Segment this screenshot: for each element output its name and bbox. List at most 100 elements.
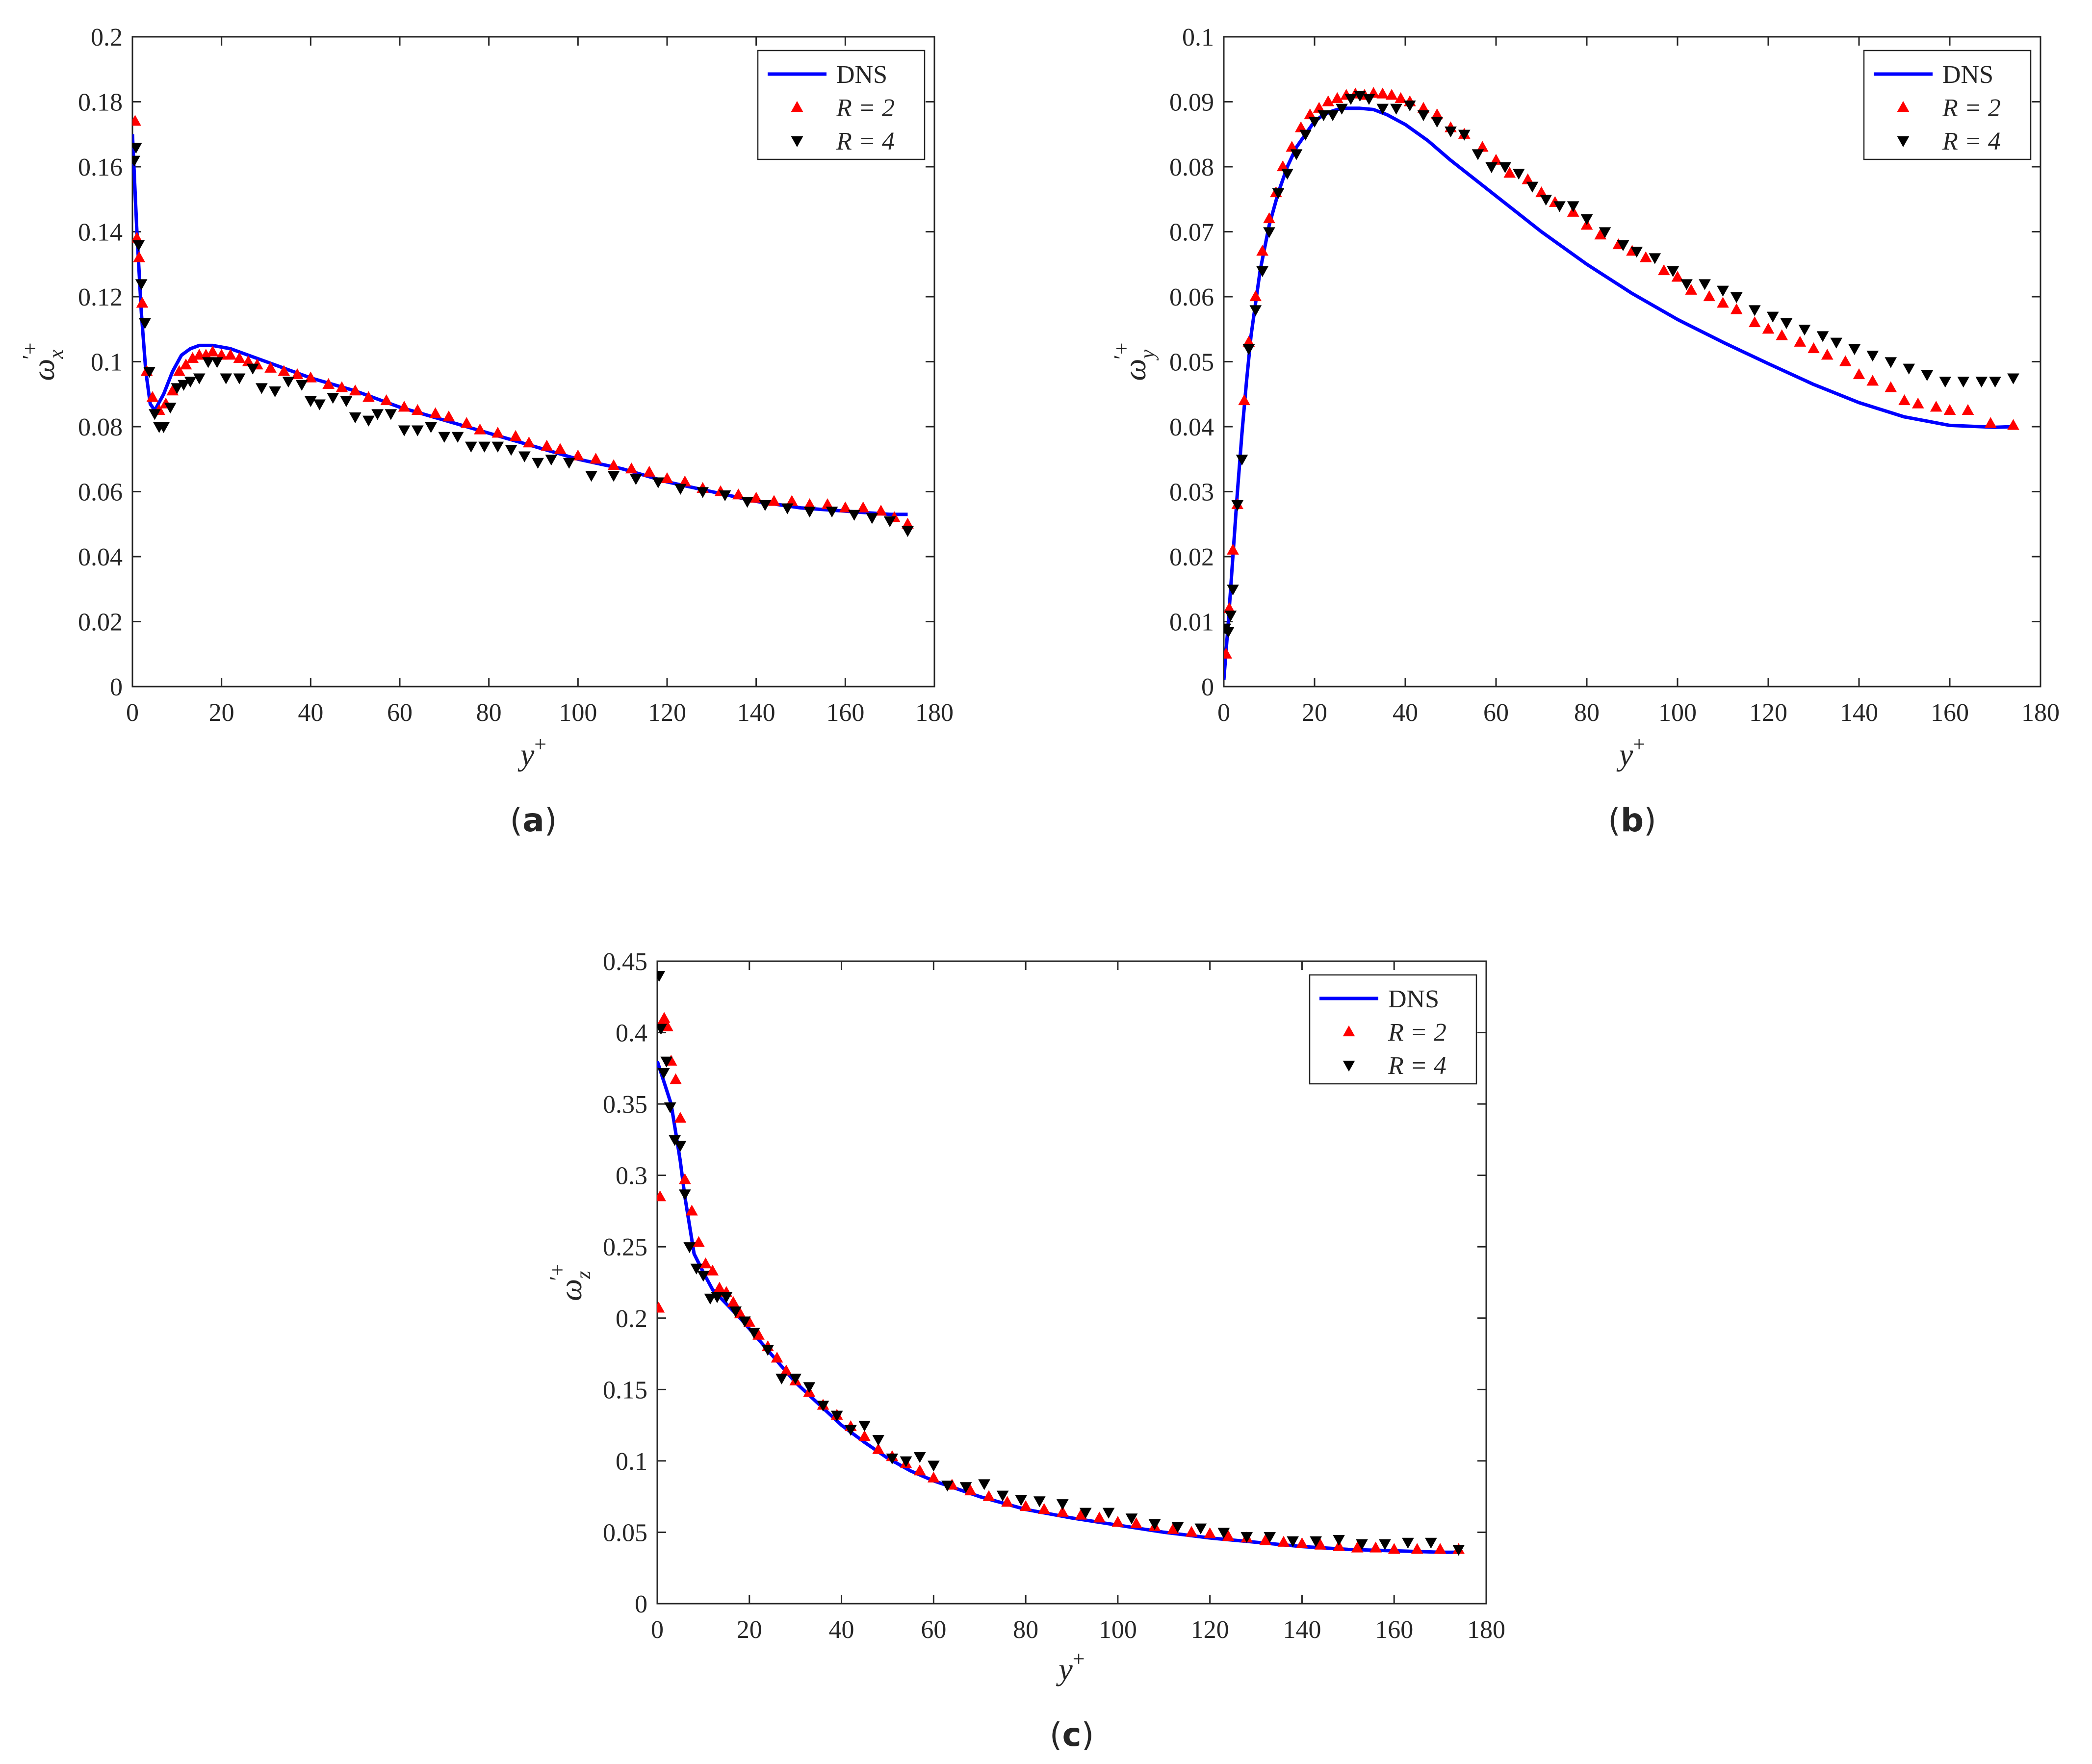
- marker-r2: [658, 1012, 671, 1023]
- x-tick-label: 40: [829, 1616, 854, 1644]
- y-tick-label: 0.06: [1169, 283, 1214, 311]
- marker-r2: [752, 1329, 765, 1340]
- marker-r2: [1222, 1530, 1235, 1541]
- marker-r4: [830, 1410, 843, 1422]
- y-tick-label: 0.35: [603, 1091, 647, 1119]
- marker-r4: [1310, 1536, 1322, 1547]
- marker-r4: [1240, 1532, 1253, 1543]
- marker-r2: [1224, 602, 1236, 614]
- marker-r4: [256, 383, 268, 394]
- marker-r2: [136, 297, 149, 308]
- y-axis-label: ωz′+: [545, 1264, 595, 1301]
- marker-r4: [1417, 110, 1430, 121]
- marker-r4: [657, 1068, 670, 1079]
- marker-r4: [848, 510, 860, 521]
- marker-r2: [411, 404, 424, 415]
- marker-r4: [1231, 500, 1244, 511]
- marker-r4: [1249, 305, 1262, 316]
- marker-r4: [660, 1056, 673, 1068]
- x-tick-label: 0: [1217, 699, 1230, 727]
- x-tick-label: 140: [1283, 1616, 1321, 1644]
- y-tick-label: 0.3: [616, 1162, 647, 1190]
- marker-r2: [1376, 87, 1389, 99]
- marker-r4: [411, 425, 424, 436]
- marker-r4: [900, 1456, 912, 1467]
- data-layer: [1224, 87, 2019, 681]
- panel-caption: (b): [1608, 801, 1656, 839]
- y-tick-label: 0.1: [616, 1448, 647, 1476]
- marker-r4: [1975, 377, 1988, 388]
- marker-r4: [664, 1102, 676, 1113]
- y-axis-label-sub: x: [45, 349, 68, 359]
- marker-r4: [690, 1263, 703, 1275]
- marker-r2: [1930, 401, 1942, 412]
- x-tick-label: 100: [559, 699, 597, 727]
- marker-r4: [826, 507, 838, 518]
- marker-r4: [704, 1293, 717, 1305]
- marker-r2: [821, 498, 834, 510]
- legend-swatch-r2: [791, 101, 803, 112]
- x-tick-label: 20: [209, 699, 234, 727]
- marker-r4: [1540, 195, 1552, 206]
- marker-r2: [982, 1490, 995, 1501]
- marker-r2: [785, 495, 798, 506]
- marker-r2: [146, 391, 159, 402]
- marker-r4: [1217, 1528, 1230, 1539]
- y-axis-label-sub: y: [1136, 349, 1159, 360]
- x-tick-label: 60: [387, 699, 413, 727]
- marker-r2: [678, 1173, 691, 1184]
- marker-r2: [657, 1190, 666, 1202]
- marker-r4: [1472, 149, 1484, 160]
- marker-r4: [1445, 127, 1457, 138]
- caption-letter: c: [1062, 1716, 1081, 1754]
- marker-r2: [1388, 1543, 1400, 1554]
- caption-letter: b: [1621, 801, 1644, 839]
- legend-label: R = 2: [1388, 1019, 1446, 1047]
- y-tick-label: 0.02: [1169, 543, 1214, 571]
- y-tick-label: 0.4: [616, 1020, 647, 1048]
- marker-r2: [872, 1443, 885, 1454]
- x-tick-label: 60: [1483, 699, 1509, 727]
- marker-r4: [135, 279, 148, 290]
- y-axis-label-sup: ′+: [1110, 342, 1134, 359]
- series-line-dns: [1224, 106, 2014, 681]
- data-layer: [657, 971, 1465, 1556]
- marker-r4: [1580, 214, 1593, 225]
- data-layer: [132, 115, 914, 537]
- marker-r4: [246, 363, 259, 375]
- marker-r4: [438, 432, 451, 443]
- marker-r4: [340, 396, 353, 407]
- marker-r2: [875, 505, 887, 516]
- marker-r4: [1567, 201, 1579, 212]
- legend-swatch-r2: [1897, 101, 1910, 112]
- y-tick-label: 0.14: [78, 219, 123, 247]
- marker-r4: [1299, 129, 1312, 141]
- marker-r4: [652, 477, 665, 488]
- marker-r4: [657, 1023, 667, 1035]
- x-tick-label: 0: [651, 1616, 664, 1644]
- x-tick-label: 180: [1467, 1616, 1505, 1644]
- marker-r4: [1780, 318, 1793, 329]
- marker-r2: [607, 459, 620, 470]
- marker-r2: [1962, 404, 1974, 415]
- marker-r2: [1276, 160, 1289, 172]
- y-axis-label-base: ω: [26, 358, 61, 381]
- marker-r4: [674, 1141, 687, 1152]
- x-tick-label: 120: [1749, 699, 1787, 727]
- caption-open: (: [1608, 801, 1621, 839]
- marker-r4: [996, 1490, 1009, 1502]
- marker-r2: [1730, 303, 1743, 314]
- x-tick-label: 40: [1393, 699, 1418, 727]
- marker-r4: [132, 240, 145, 251]
- marker-r4: [1866, 351, 1879, 362]
- marker-r4: [1290, 149, 1303, 160]
- marker-r4: [697, 1271, 710, 1282]
- marker-r4: [913, 1452, 926, 1463]
- x-axis-label-sup: +: [1633, 732, 1645, 756]
- legend-label: R = 4: [836, 128, 895, 155]
- legend-box: [1863, 50, 2032, 160]
- marker-r4: [1102, 1508, 1115, 1519]
- marker-r4: [748, 1328, 760, 1339]
- marker-r2: [803, 498, 816, 510]
- x-tick-label: 20: [1302, 699, 1327, 727]
